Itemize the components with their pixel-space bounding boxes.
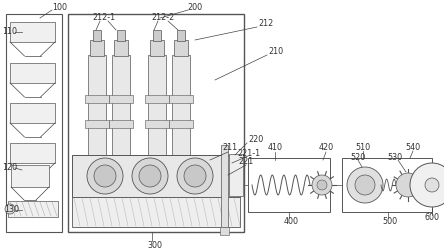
Bar — [10, 103, 55, 123]
Bar — [10, 143, 55, 163]
Circle shape — [132, 158, 168, 194]
Text: 530: 530 — [388, 152, 403, 162]
Text: 212: 212 — [258, 19, 273, 28]
Bar — [109, 120, 133, 128]
Bar — [109, 95, 133, 103]
Circle shape — [317, 180, 327, 190]
Circle shape — [5, 204, 15, 214]
Text: 130: 130 — [4, 205, 19, 214]
Text: 500: 500 — [382, 217, 397, 227]
Bar — [174, 40, 188, 56]
Bar — [90, 170, 104, 178]
Circle shape — [425, 178, 439, 192]
Text: 400: 400 — [284, 217, 298, 227]
Bar — [145, 95, 169, 103]
Bar — [114, 40, 128, 56]
Bar — [72, 155, 240, 197]
Bar — [169, 120, 193, 128]
Bar — [117, 30, 125, 41]
Bar — [248, 158, 330, 212]
Bar — [150, 40, 164, 56]
Bar — [112, 55, 130, 175]
Text: 100: 100 — [52, 3, 67, 12]
Bar — [172, 55, 190, 175]
Text: 212-2: 212-2 — [151, 13, 174, 21]
Text: 220: 220 — [248, 136, 263, 144]
Text: 600: 600 — [424, 213, 440, 223]
Circle shape — [184, 165, 206, 187]
Circle shape — [177, 158, 213, 194]
Bar — [88, 55, 106, 175]
Text: 120: 120 — [2, 164, 17, 173]
Text: 212-1: 212-1 — [92, 13, 115, 21]
Circle shape — [94, 165, 116, 187]
Bar — [8, 201, 58, 217]
Circle shape — [87, 158, 123, 194]
Text: 420: 420 — [318, 143, 333, 152]
Bar — [169, 95, 193, 103]
Circle shape — [312, 175, 332, 195]
Text: 210: 210 — [268, 47, 283, 56]
Circle shape — [396, 173, 420, 197]
Bar — [148, 55, 166, 175]
Bar — [177, 30, 185, 41]
Text: 221: 221 — [238, 158, 253, 167]
Text: 410: 410 — [267, 143, 282, 152]
Bar — [150, 170, 164, 178]
Bar — [93, 30, 101, 41]
Text: 300: 300 — [147, 240, 163, 249]
Circle shape — [355, 175, 375, 195]
Text: 510: 510 — [356, 143, 371, 152]
Bar — [174, 170, 188, 178]
Text: 110: 110 — [2, 27, 17, 37]
Bar — [72, 197, 240, 227]
Bar — [221, 145, 228, 227]
Bar — [153, 30, 161, 41]
Bar — [10, 22, 55, 42]
Bar — [114, 170, 128, 178]
Bar — [145, 120, 169, 128]
Bar — [10, 63, 55, 83]
Bar — [68, 14, 244, 232]
Bar — [6, 14, 62, 232]
Bar — [85, 120, 109, 128]
Bar — [90, 40, 104, 56]
Circle shape — [139, 165, 161, 187]
Circle shape — [347, 167, 383, 203]
Bar — [11, 165, 49, 187]
Bar — [220, 227, 229, 235]
Text: 221-1: 221-1 — [237, 148, 260, 158]
Bar — [342, 158, 432, 212]
Bar — [85, 95, 109, 103]
Text: 520: 520 — [350, 152, 365, 162]
Text: 200: 200 — [187, 3, 202, 12]
Circle shape — [410, 163, 444, 207]
Text: 540: 540 — [405, 142, 420, 151]
Bar — [229, 154, 243, 196]
Text: 211: 211 — [222, 143, 237, 152]
